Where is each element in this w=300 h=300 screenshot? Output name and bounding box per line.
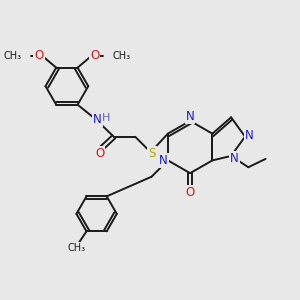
Text: N: N bbox=[159, 154, 168, 167]
Text: CH₃: CH₃ bbox=[3, 51, 22, 62]
Text: H: H bbox=[102, 113, 110, 123]
Text: N: N bbox=[93, 113, 102, 126]
Text: O: O bbox=[90, 49, 99, 62]
Text: O: O bbox=[185, 186, 195, 199]
Text: N: N bbox=[230, 152, 239, 165]
Text: CH₃: CH₃ bbox=[68, 243, 86, 253]
Text: N: N bbox=[186, 110, 194, 123]
Text: O: O bbox=[34, 49, 43, 62]
Text: N: N bbox=[245, 129, 254, 142]
Text: O: O bbox=[95, 147, 104, 160]
Text: S: S bbox=[148, 147, 156, 160]
Text: CH₃: CH₃ bbox=[112, 51, 130, 62]
